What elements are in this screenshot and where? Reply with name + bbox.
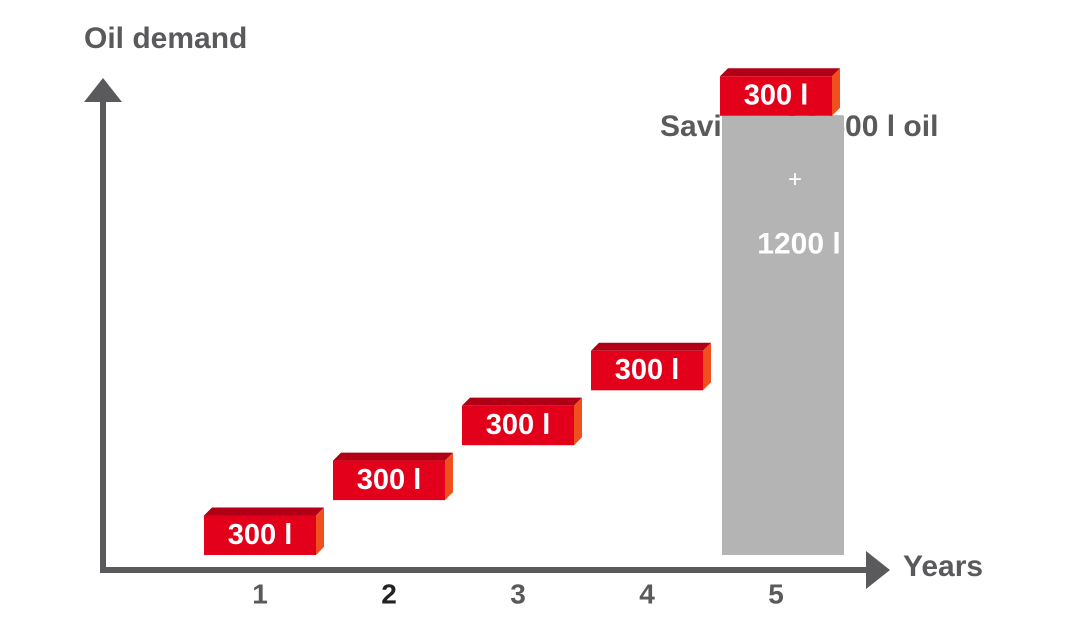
x-tick-label: 2 bbox=[381, 578, 397, 609]
block-side bbox=[832, 68, 840, 116]
block-side bbox=[445, 452, 453, 501]
value-label: 300 l bbox=[744, 80, 809, 112]
block-top bbox=[462, 397, 582, 406]
y-axis-arrow bbox=[84, 78, 122, 102]
bar bbox=[720, 76, 832, 116]
base-label: 1200 l bbox=[757, 228, 840, 261]
value-label: 300 l bbox=[228, 519, 293, 551]
x-tick-label: 4 bbox=[639, 578, 655, 609]
value-label: 300 l bbox=[486, 409, 551, 441]
value-label: 300 l bbox=[615, 354, 680, 386]
block-top bbox=[591, 342, 711, 351]
block-top bbox=[333, 452, 453, 461]
x-tick-label: 1 bbox=[252, 578, 268, 609]
base-block bbox=[722, 115, 844, 556]
bar bbox=[333, 460, 445, 501]
bar bbox=[204, 515, 316, 555]
block-side bbox=[316, 507, 324, 555]
x-tick-label: 5 bbox=[768, 578, 784, 609]
bar bbox=[591, 350, 703, 391]
block-side bbox=[574, 397, 582, 446]
bar bbox=[462, 405, 574, 446]
block-top bbox=[720, 68, 840, 77]
block-top bbox=[204, 507, 324, 516]
value-label: 300 l bbox=[357, 464, 422, 496]
x-axis-arrow bbox=[866, 551, 890, 589]
x-axis-label: Years bbox=[903, 550, 983, 583]
y-axis-label: Oil demand bbox=[84, 22, 247, 55]
x-tick-label: 3 bbox=[510, 578, 526, 609]
base-prefix: + bbox=[788, 166, 802, 193]
block-side bbox=[703, 342, 711, 391]
axes bbox=[84, 78, 890, 589]
